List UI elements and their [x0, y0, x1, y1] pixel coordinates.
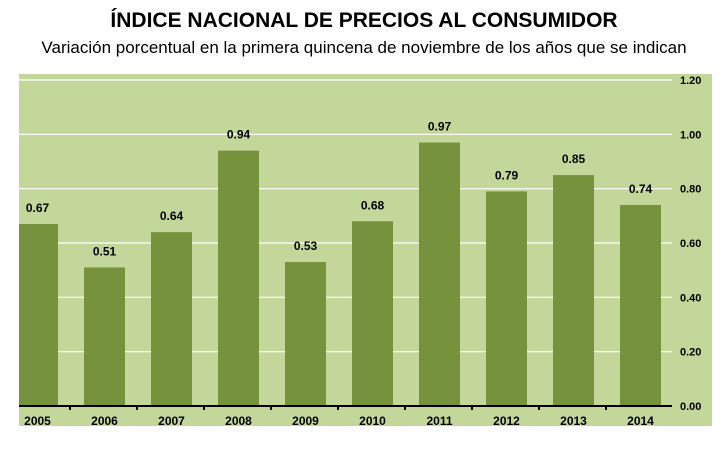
- data-label: 0.74: [629, 182, 653, 196]
- x-tick-label: 2011: [426, 414, 452, 428]
- bar-2009: [285, 262, 326, 406]
- bar-2005: [19, 223, 58, 406]
- x-tick-label: 2006: [91, 414, 118, 428]
- x-tick-label: 2010: [359, 414, 386, 428]
- bar-2007: [151, 232, 192, 406]
- x-tick-label: 2012: [493, 414, 520, 428]
- data-label: 0.94: [227, 128, 251, 142]
- data-label: 0.97: [428, 119, 452, 133]
- x-tick-label: 2005: [24, 414, 51, 428]
- data-label: 0.85: [562, 152, 586, 166]
- chart-title: ÍNDICE NACIONAL DE PRECIOS AL CONSUMIDOR: [110, 9, 618, 32]
- y-tick-label: 1.00: [680, 129, 701, 141]
- bar-2014: [620, 204, 661, 406]
- data-label: 0.79: [495, 168, 519, 182]
- y-tick-label: 1.20: [680, 75, 701, 87]
- x-tick-label: 2007: [158, 414, 185, 428]
- x-tick-label: 2009: [292, 414, 319, 428]
- y-tick-label: 0.20: [680, 347, 701, 359]
- bar-2013: [553, 175, 594, 406]
- data-label: 0.64: [160, 209, 184, 223]
- data-label: 0.68: [361, 198, 385, 212]
- data-label: 0.51: [93, 244, 117, 258]
- x-tick-label: 2013: [560, 414, 587, 428]
- y-tick-label: 0.60: [680, 238, 701, 250]
- bar-2012: [486, 191, 527, 406]
- y-tick-label: 0.80: [680, 184, 701, 196]
- y-tick-label: 0.40: [680, 292, 701, 304]
- bar-2008: [218, 150, 259, 406]
- data-label: 0.67: [26, 201, 50, 215]
- x-tick-label: 2014: [627, 414, 654, 428]
- x-tick-label: 2008: [225, 414, 252, 428]
- bar-2011: [419, 142, 460, 406]
- data-label: 0.53: [294, 239, 318, 253]
- y-tick-label: 0.00: [680, 401, 701, 413]
- chart-subtitle: Variación porcentual en la primera quinc…: [41, 38, 687, 57]
- bar-2010: [352, 221, 393, 406]
- bar-2006: [84, 267, 125, 406]
